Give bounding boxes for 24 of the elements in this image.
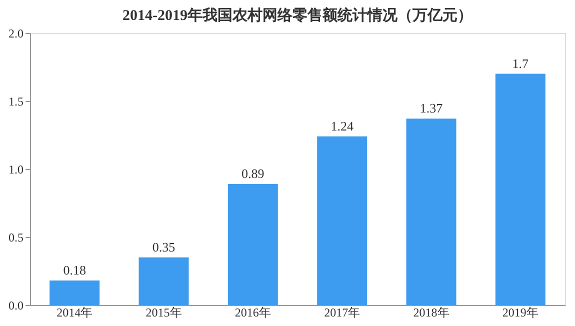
- x-tick-label: 2016年: [234, 306, 271, 320]
- x-tick-label: 2014年: [56, 306, 93, 320]
- data-label: 1.7: [512, 56, 530, 71]
- bar: [406, 118, 456, 305]
- x-tick-label: 2019年: [502, 306, 538, 320]
- y-tick-label: 2.0: [8, 26, 24, 40]
- data-label: 1.24: [330, 118, 354, 134]
- y-tick-label: 1.0: [8, 162, 24, 176]
- chart-title: 2014-2019年我国农村网络零售额统计情况（万亿元）: [122, 6, 472, 24]
- bar: [495, 74, 546, 305]
- data-label: 1.37: [420, 100, 444, 116]
- y-tick-label: 0.5: [8, 230, 24, 244]
- data-label: 0.89: [242, 166, 264, 181]
- x-tick-label: 2018年: [413, 306, 450, 320]
- y-tick-label: 1.5: [8, 94, 24, 108]
- data-label: 0.18: [63, 262, 86, 278]
- y-tick-label: 0.0: [8, 298, 24, 312]
- bar: [138, 257, 189, 305]
- x-tick-label: 2017年: [324, 306, 360, 320]
- bar: [317, 136, 368, 305]
- bar: [50, 280, 100, 305]
- data-label: 0.35: [152, 239, 176, 254]
- x-tick-label: 2015年: [146, 306, 182, 320]
- bar: [228, 184, 278, 305]
